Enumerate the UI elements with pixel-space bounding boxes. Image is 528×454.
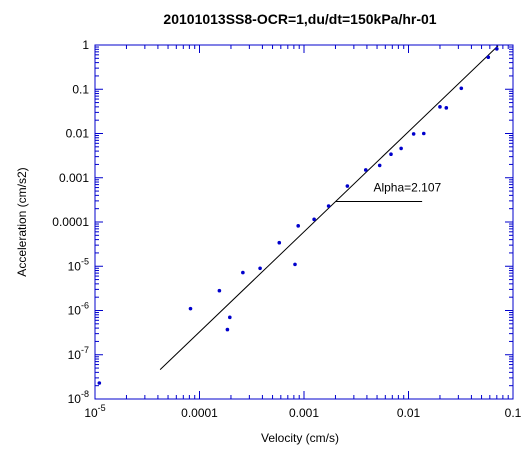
y-tick-label: 0.001 [59,171,89,185]
plot-layer: 10-5 0.0001 0.001 0.01 0.1 1 0.1 0.01 0.001 0.000… [52,38,521,420]
x-tick-label: 10-5 [84,403,105,420]
y-tick-label: 0.01 [66,127,90,141]
y-axis-label: Acceleration (cm/s2) [15,167,29,276]
fit-line [159,45,499,371]
y-tick-label: 10-8 [68,389,89,406]
data-point [326,204,331,208]
data-point [444,106,449,110]
x-tick-label: 0.0001 [181,406,218,420]
data-point [345,184,350,188]
y-tick-label: 0.0001 [52,215,89,229]
data-point [363,168,368,172]
x-tick-label: 0.1 [505,406,522,420]
y-tick-label: 1 [82,38,89,52]
data-point [377,163,382,168]
data-point [421,131,426,136]
data-point [312,217,316,222]
data-point [438,105,442,109]
data-point [217,288,222,293]
data-point [277,240,282,245]
data-point [495,47,499,51]
data-point [241,270,245,275]
x-axis-label: Velocity (cm/s) [261,431,339,445]
x-tick-label: 0.001 [289,406,319,420]
data-point [296,224,300,228]
y-tick-label: 10-7 [68,345,89,362]
plot-frame [94,44,514,400]
chart-title: 20101013SS8-OCR=1,du/dt=150kPa/hr-01 [163,11,436,27]
data-point [258,266,262,271]
y-tick-label: 10-5 [68,256,89,273]
annotation-label: Alpha=2.107 [373,181,441,195]
y-tick-label: 0.1 [72,82,89,96]
data-point [389,152,393,157]
data-point [293,262,297,267]
data-point [225,327,230,332]
data-point [97,381,102,385]
data-point [486,55,491,60]
y-tick-label: 10-6 [68,301,89,318]
data-point [459,86,464,91]
data-point [228,315,232,320]
x-tick-label: 0.01 [397,406,421,420]
data-point [399,146,403,151]
data-point [411,132,416,136]
data-point [188,306,193,311]
